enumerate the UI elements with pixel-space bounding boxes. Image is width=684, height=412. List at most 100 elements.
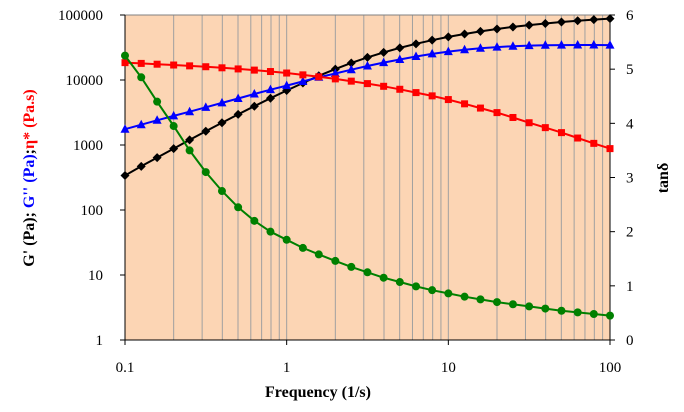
right-tick-label: 5	[626, 62, 634, 78]
left-axis-title-part: G'' (Pa)	[21, 154, 38, 208]
right-tick-label: 4	[626, 116, 634, 132]
data-point	[234, 65, 242, 73]
data-point	[137, 73, 146, 82]
data-point	[605, 40, 615, 49]
data-point	[541, 124, 549, 132]
right-tick-label: 1	[626, 279, 634, 295]
series-layer	[120, 14, 615, 320]
data-point	[557, 306, 566, 315]
data-point	[525, 119, 533, 127]
data-point	[217, 187, 226, 196]
data-point	[540, 40, 550, 49]
data-point	[606, 311, 614, 320]
data-point	[476, 295, 485, 304]
data-point	[508, 300, 517, 309]
data-point	[444, 96, 452, 104]
data-point	[541, 304, 550, 313]
data-point	[476, 104, 484, 112]
data-point	[412, 89, 420, 97]
data-point	[428, 92, 436, 100]
data-point	[136, 119, 146, 129]
data-point	[508, 22, 518, 32]
data-point	[556, 40, 566, 49]
data-point	[411, 39, 421, 49]
data-point	[185, 146, 194, 155]
right-tick-label: 6	[626, 8, 634, 24]
left-tick-label: 100000	[58, 8, 103, 24]
data-point	[249, 101, 259, 111]
data-point	[379, 57, 389, 67]
left-tick-label: 1000	[73, 138, 103, 154]
data-point	[590, 139, 598, 147]
data-point	[315, 73, 323, 81]
data-point	[492, 298, 501, 307]
data-point	[460, 44, 470, 54]
x-tick-label: 0.1	[116, 360, 135, 376]
data-point	[201, 126, 211, 136]
data-point	[120, 124, 130, 133]
data-point	[331, 256, 340, 265]
data-point	[460, 29, 470, 39]
data-point	[283, 69, 291, 77]
data-point	[234, 203, 243, 212]
data-point	[380, 82, 388, 90]
data-point	[217, 118, 227, 128]
data-point	[153, 60, 161, 68]
left-tick-label: 1	[96, 333, 104, 349]
data-point	[556, 17, 566, 27]
data-point	[185, 106, 195, 116]
data-point	[427, 35, 437, 45]
right-tick-label: 0	[626, 333, 634, 349]
left-axis-title-part: G' (Pa);	[21, 208, 38, 267]
data-point	[573, 308, 582, 317]
data-point	[509, 113, 517, 121]
data-point	[186, 62, 194, 70]
left-tick-label: 100	[81, 203, 104, 219]
data-point	[396, 85, 404, 93]
data-point	[121, 59, 129, 67]
data-point	[120, 170, 130, 180]
data-point	[346, 64, 356, 74]
data-point	[573, 16, 583, 26]
data-point	[185, 135, 195, 145]
data-point	[379, 273, 388, 282]
data-point	[492, 24, 502, 34]
data-point	[363, 268, 372, 277]
data-point	[217, 97, 227, 107]
data-point	[282, 80, 292, 90]
data-point	[169, 122, 178, 131]
data-point	[233, 93, 243, 102]
data-point	[265, 93, 275, 103]
data-point	[298, 243, 307, 252]
data-point	[266, 227, 275, 236]
x-tick-label: 10	[441, 360, 456, 376]
data-point	[362, 52, 372, 62]
data-point	[265, 84, 275, 94]
data-point	[218, 64, 226, 72]
data-point	[152, 153, 162, 163]
data-point	[493, 109, 501, 117]
data-point	[524, 40, 534, 50]
data-point	[363, 80, 371, 88]
x-tick-label: 100	[599, 360, 622, 376]
data-point	[574, 134, 582, 142]
data-point	[249, 88, 259, 98]
data-point	[266, 68, 274, 76]
left-axis-title-part: ;	[21, 149, 38, 154]
data-point	[298, 76, 308, 85]
data-point	[170, 61, 178, 69]
data-point	[605, 14, 615, 24]
left-axis-title-part: η* (Pa.s)	[21, 89, 38, 149]
data-point	[524, 20, 534, 30]
data-point	[508, 41, 518, 50]
left-tick-label: 10000	[66, 73, 104, 89]
data-point	[606, 145, 614, 153]
data-point	[589, 15, 599, 25]
data-point	[362, 61, 372, 70]
data-point	[492, 42, 502, 51]
data-point	[395, 278, 404, 287]
data-point	[153, 97, 162, 106]
data-point	[299, 71, 307, 79]
data-point	[137, 59, 145, 67]
